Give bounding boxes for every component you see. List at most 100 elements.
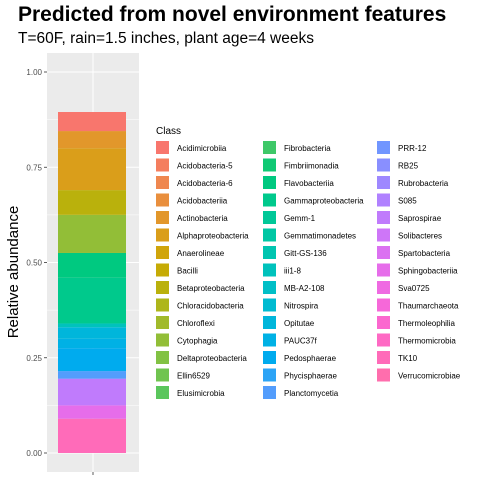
- legend-label: Acidobacteriia: [177, 197, 228, 206]
- legend-swatch: [156, 316, 169, 329]
- legend-label: Gammaproteobacteria: [284, 197, 364, 206]
- legend-swatch: [263, 386, 276, 399]
- legend: Acidimicrobiia Acidobacteria-5 Acidobacter…: [156, 141, 461, 399]
- bar-segment-alphaproteobacteria: [58, 148, 126, 191]
- legend-label: Gitt-GS-136: [284, 249, 327, 258]
- legend-swatch: [156, 333, 169, 347]
- legend-label: Thermomicrobia: [398, 337, 456, 346]
- bar-segment-actinobacteria: [58, 131, 126, 149]
- legend-swatch: [377, 298, 390, 312]
- legend-swatch: [156, 263, 169, 277]
- legend-swatch: [156, 211, 169, 224]
- legend-label: TK10: [398, 354, 418, 363]
- y-tick-label: 0.25: [26, 354, 42, 363]
- legend-swatch: [263, 211, 276, 224]
- legend-swatch: [156, 228, 169, 242]
- bar-segment-saprospirae: [58, 378, 126, 406]
- legend-swatch: [377, 228, 390, 242]
- legend-swatch: [156, 368, 169, 382]
- bar-segment-opitutae: [58, 327, 126, 339]
- legend-label: Acidobacteria-6: [177, 179, 233, 188]
- legend-swatch: [377, 246, 390, 259]
- legend-swatch: [263, 298, 276, 312]
- legend-label: Rubrobacteria: [398, 179, 449, 188]
- legend-swatch: [156, 141, 169, 154]
- legend-label: Spartobacteria: [398, 249, 451, 258]
- legend-label: Flavobacteriia: [284, 179, 334, 188]
- legend-swatch: [156, 176, 169, 189]
- legend-swatch: [377, 281, 390, 294]
- bar-segment-pedosphaerae: [58, 348, 126, 372]
- legend-label: Saprospirae: [398, 214, 442, 223]
- legend-swatch: [377, 141, 390, 154]
- legend-swatch: [263, 193, 276, 207]
- legend-swatch: [156, 158, 169, 172]
- legend-swatch: [263, 263, 276, 277]
- legend-label: Actinobacteria: [177, 214, 228, 223]
- bar-segment-acidimicrobiia: [58, 112, 126, 132]
- legend-swatch: [377, 263, 390, 277]
- legend-label: Fibrobacteria: [284, 144, 331, 153]
- legend-label: Chloroflexi: [177, 319, 215, 328]
- y-axis-ticks: 0.00 0.25 0.50 0.75 1.00: [26, 68, 94, 475]
- y-axis-title: Relative abundance: [5, 206, 22, 339]
- y-tick-label: 0.00: [26, 449, 42, 458]
- legend-title: Class: [156, 126, 181, 137]
- legend-label: Bacilli: [177, 267, 198, 276]
- legend-swatch: [263, 228, 276, 242]
- y-tick-label: 0.50: [26, 259, 42, 268]
- chart-title: Predicted from novel environment feature…: [18, 3, 446, 26]
- legend-label: Chloracidobacteria: [177, 302, 244, 311]
- legend-swatch: [156, 386, 169, 399]
- legend-label: Nitrospira: [284, 302, 319, 311]
- legend-label: PAUC37f: [284, 337, 318, 346]
- legend-label: Ellin6529: [177, 372, 210, 381]
- bar-segment-pauc37f: [58, 338, 126, 349]
- legend-label: Alphaproteobacteria: [177, 232, 249, 241]
- legend-swatch: [263, 351, 276, 364]
- legend-label: Sva0725: [398, 284, 430, 293]
- legend-swatch: [156, 351, 169, 364]
- legend-swatch: [263, 316, 276, 329]
- bar-segment-betaproteobacteria: [58, 190, 126, 215]
- legend-swatch: [156, 246, 169, 259]
- legend-swatch: [377, 368, 390, 382]
- legend-label: Cytophagia: [177, 337, 218, 346]
- bar-segment-sphingobacteriia: [58, 405, 126, 419]
- legend-label: Anaerolineae: [177, 249, 225, 258]
- legend-swatch: [263, 176, 276, 189]
- legend-label: Betaproteobacteria: [177, 284, 245, 293]
- y-tick-label: 0.75: [26, 163, 42, 172]
- legend-label: RB25: [398, 162, 419, 171]
- legend-label: Planctomycetia: [284, 389, 339, 398]
- legend-swatch: [263, 333, 276, 347]
- legend-label: Verrucomicrobiae: [398, 372, 461, 381]
- legend-swatch: [377, 333, 390, 347]
- legend-label: Deltaproteobacteria: [177, 354, 247, 363]
- legend-swatch: [377, 211, 390, 224]
- legend-swatch: [263, 281, 276, 294]
- legend-label: S085: [398, 197, 417, 206]
- legend-swatch: [263, 368, 276, 382]
- legend-swatch: [156, 281, 169, 294]
- legend-swatch: [377, 176, 390, 189]
- legend-swatch: [156, 298, 169, 312]
- legend-label: Acidobacteria-5: [177, 162, 233, 171]
- bar-segment-gammaproteobacteria: [58, 277, 126, 324]
- y-tick-label: 1.00: [26, 68, 42, 77]
- legend-label: Solibacteres: [398, 232, 442, 241]
- bar-segment-tk10: [58, 418, 126, 453]
- stacked-bar: [58, 112, 126, 453]
- legend-label: Acidimicrobiia: [177, 144, 227, 153]
- legend-label: Phycisphaerae: [284, 372, 337, 381]
- legend-label: Sphingobacteriia: [398, 267, 458, 276]
- legend-label: iii1-8: [284, 267, 301, 276]
- legend-label: PRR-12: [398, 144, 427, 153]
- legend-label: Gemmatimonadetes: [284, 232, 356, 241]
- legend-swatch: [156, 193, 169, 207]
- legend-label: Opitutae: [284, 319, 315, 328]
- legend-swatch: [377, 316, 390, 329]
- legend-label: Thaumarchaeota: [398, 302, 459, 311]
- legend-swatch: [263, 246, 276, 259]
